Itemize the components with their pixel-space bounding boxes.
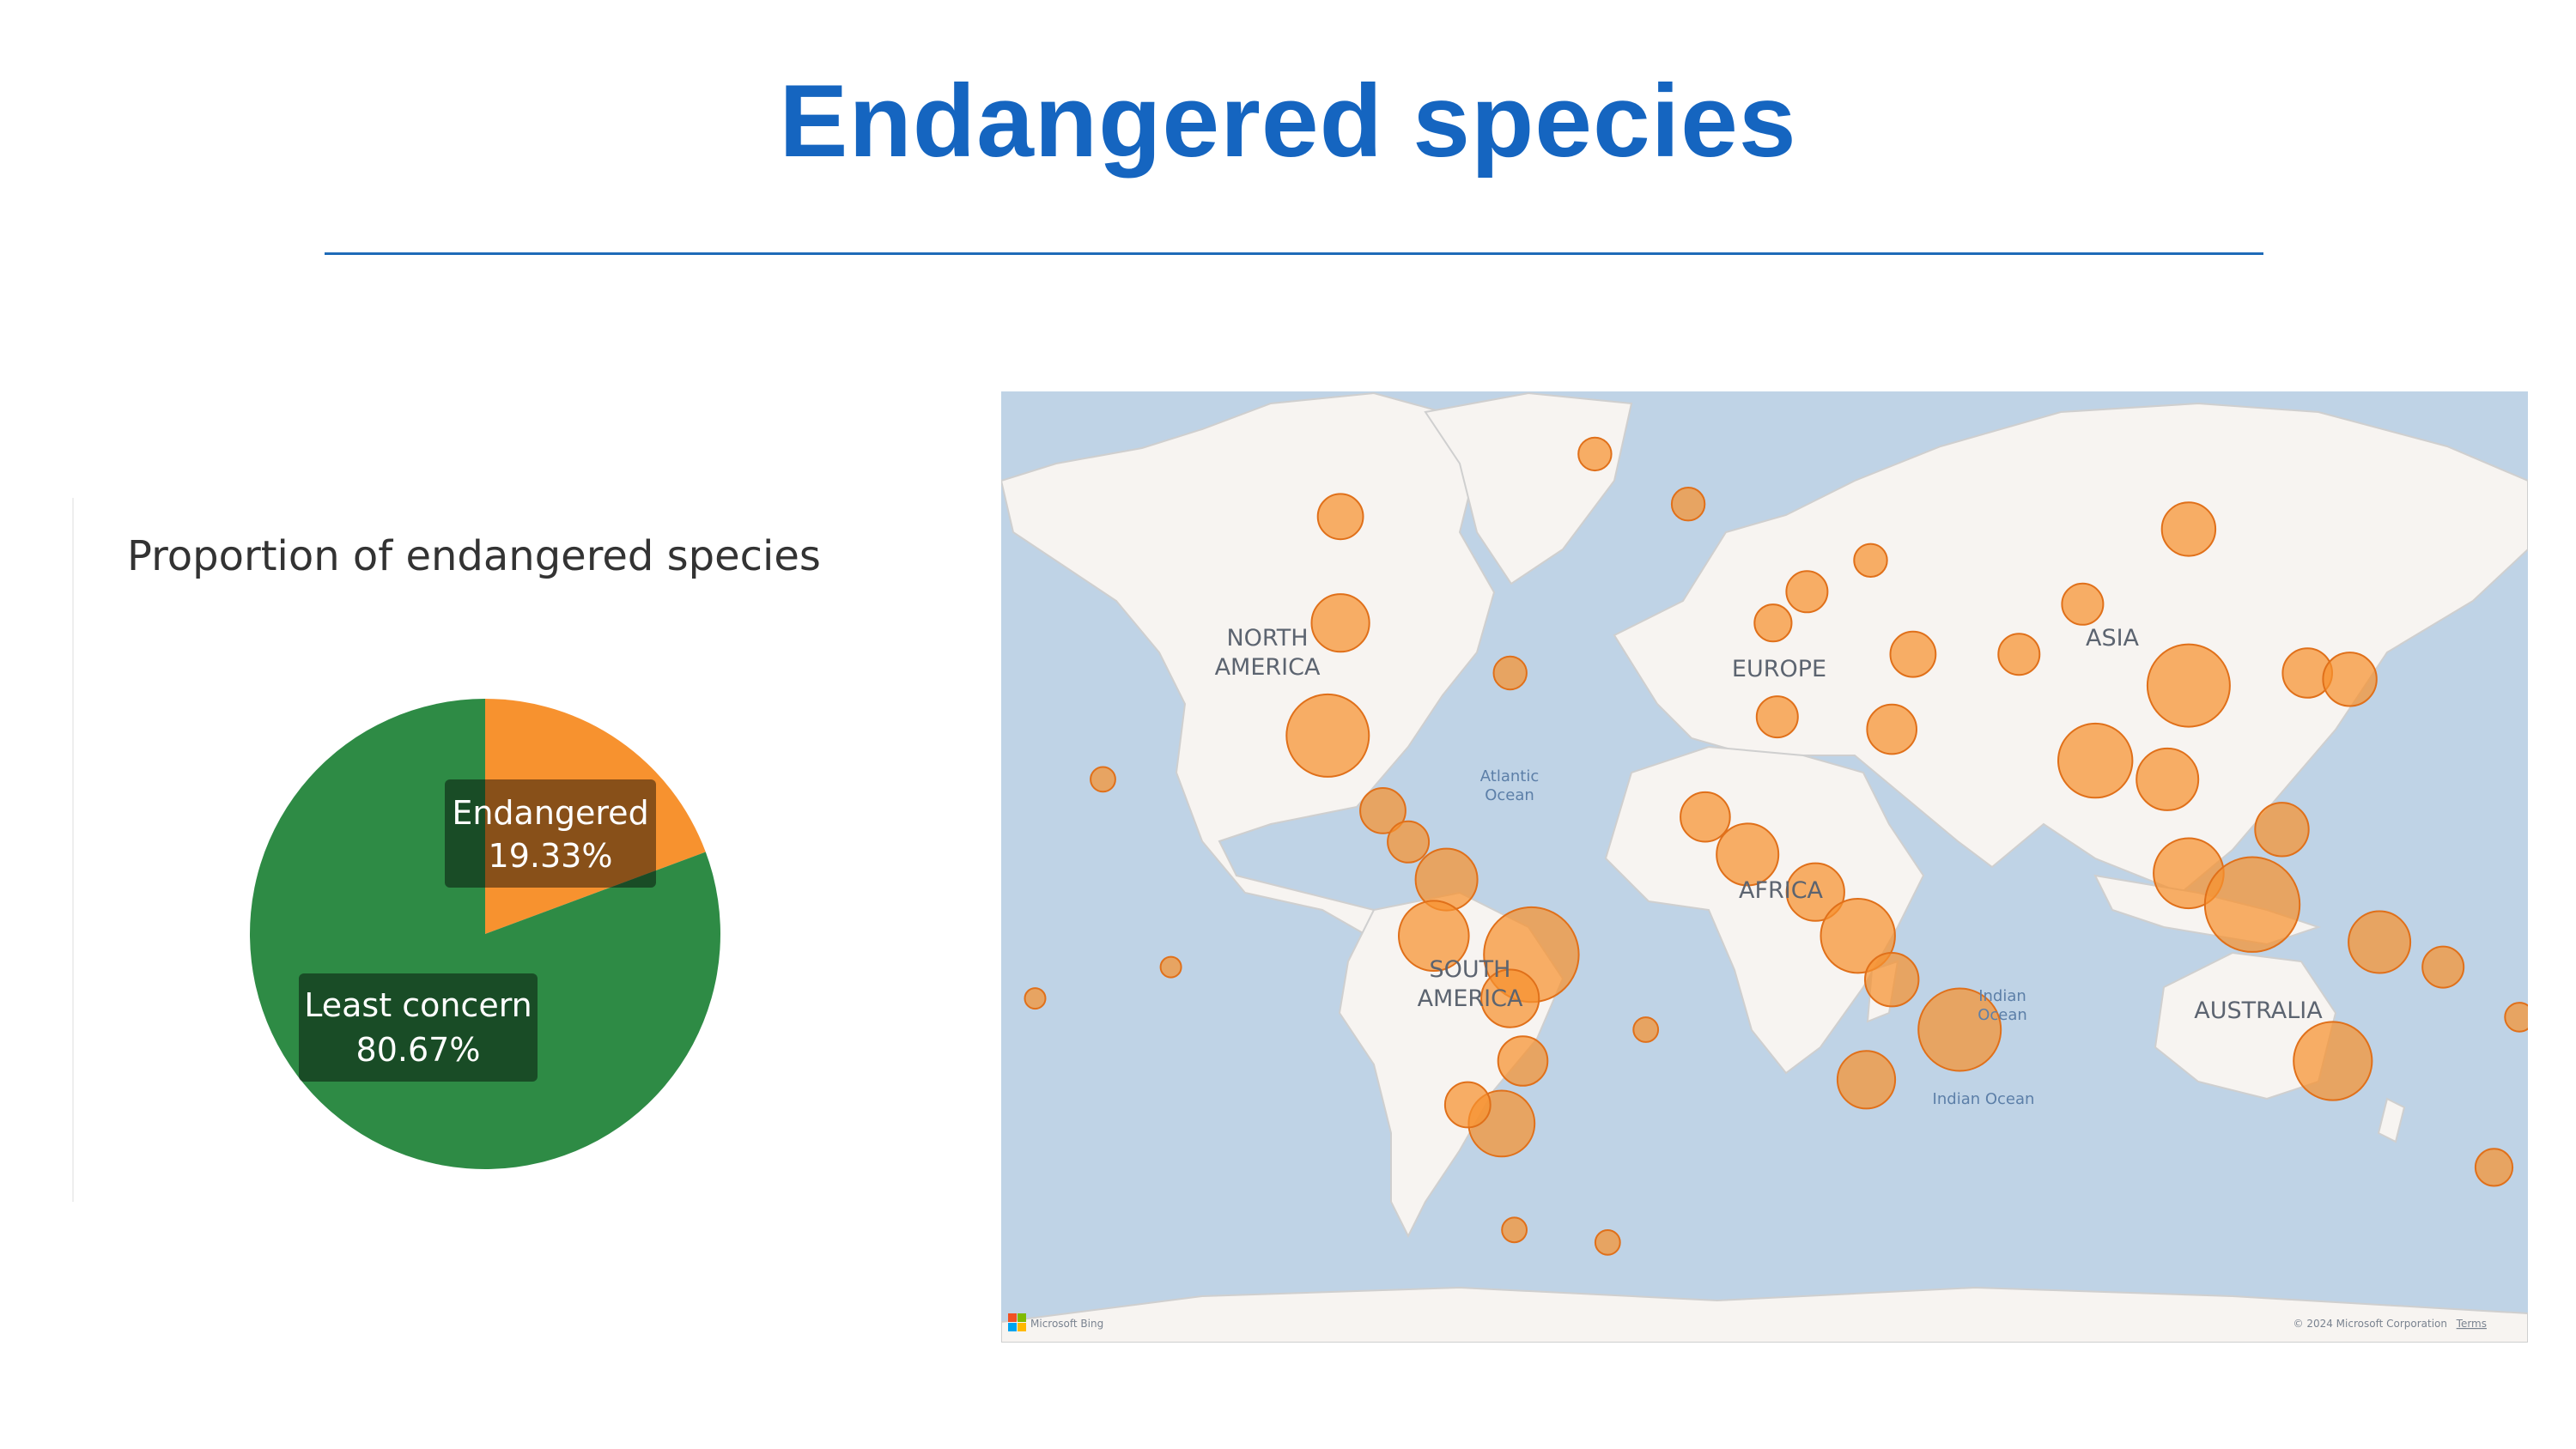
label-atlantic-ocean: Ocean [1485,786,1534,804]
label-indian: Indian [1978,987,2026,1005]
map-bubble[interactable] [2061,582,2105,626]
map-bubble[interactable] [2203,856,2301,953]
north-america-land [1001,391,1496,946]
map-bubble[interactable] [1159,955,1182,979]
bing-logo-icon-2 [1018,1313,1026,1322]
label-australia: AUSTRALIA [2194,997,2323,1024]
label-indian-ocean-2: Indian Ocean [1933,1090,2035,1108]
map-bubble[interactable] [1836,1050,1897,1110]
map-bubble[interactable] [2293,1021,2373,1101]
map-bubble[interactable] [1285,693,1370,778]
bing-logo-icon [1008,1313,1017,1322]
bing-logo-icon-4 [1018,1323,1026,1331]
map-bubble[interactable] [1492,655,1528,691]
page-title: Endangered species [779,64,1797,179]
map-bubble[interactable] [1310,593,1370,653]
least-concern-label[interactable]: Least concern [304,986,532,1024]
pie-chart: Endangered 19.33% Least concern 80.67% [250,699,720,1169]
map-bubble[interactable] [1577,436,1613,472]
map-bubble[interactable] [1866,703,1917,755]
map-bubble[interactable] [1359,787,1406,834]
map-bubble[interactable] [1716,822,1780,887]
map-labels: NORTH AMERICA SOUTH AMERICA EUROPE AFRIC… [1215,625,2324,1108]
map-terms-link[interactable]: Terms [2456,1318,2487,1330]
map-bubble[interactable] [1785,570,1829,614]
map-bubble[interactable] [1755,695,1799,739]
map-bubble[interactable] [2421,945,2465,989]
antarctica-land [1001,1286,2528,1343]
title-divider [325,252,2263,255]
map-bubble[interactable] [1753,603,1793,643]
new-zealand-land [2377,1097,2406,1143]
map-bubble[interactable] [1316,493,1364,541]
map-bubble[interactable] [2504,1002,2534,1033]
label-america-north: AMERICA [1215,654,1321,681]
map-bubble[interactable] [1785,862,1845,922]
greenland-land [1424,391,1633,585]
map-bubble[interactable] [1997,633,2041,676]
pie-slice-endangered[interactable] [485,699,706,934]
pie-chart-title: Proportion of endangered species [127,532,821,580]
map-bubble[interactable] [2146,643,2231,728]
map-bubble[interactable] [2136,747,2200,811]
map-bubble[interactable] [1480,968,1540,1028]
label-south: SOUTH [1430,956,1511,983]
map-bubble[interactable] [1501,1216,1528,1244]
map-bubble[interactable] [1853,543,1888,578]
pie-slices [250,699,720,1169]
map-bubble[interactable] [2160,501,2217,557]
map-attribution: Microsoft Bing © 2024 Microsoft Corporat… [1008,1313,2487,1331]
map-bubble[interactable] [2254,802,2310,858]
map-provider: Microsoft Bing [1030,1318,1103,1330]
map-bubble[interactable] [1670,487,1706,522]
least-concern-label-box [299,973,538,1082]
map-bubble[interactable] [1864,952,1920,1008]
map-bubbles[interactable] [1024,436,2534,1256]
map-bubble[interactable] [1497,1035,1549,1087]
map-bubble[interactable] [2348,910,2412,974]
label-america-south: AMERICA [1418,985,1523,1012]
map-copyright: © 2024 Microsoft Corporation [2293,1318,2447,1330]
map-bubble[interactable] [2474,1148,2514,1187]
map-bubble[interactable] [2322,652,2378,707]
label-asia: ASIA [2086,625,2140,652]
label-africa: AFRICA [1739,877,1824,904]
pie-panel-edge [72,498,74,1202]
label-europe: EUROPE [1732,656,1826,682]
map-bubble[interactable] [1632,1016,1660,1043]
map-bubble[interactable] [1889,630,1937,678]
endangered-label[interactable]: Endangered [452,794,648,832]
label-atlantic: Atlantic [1480,767,1539,785]
map-bubble[interactable] [1820,898,1896,974]
bing-logo-icon-3 [1008,1323,1017,1331]
map-bubble[interactable] [1398,900,1470,972]
map-bubble[interactable] [2057,722,2134,799]
map-bubble[interactable] [1594,1229,1621,1256]
eurasia-land [1613,402,2528,894]
least-concern-percent: 80.67% [356,1031,481,1069]
endangered-label-box [445,779,656,888]
map-bubble[interactable] [1443,1081,1492,1129]
label-indian-ocean-1: Ocean [1978,1006,2027,1024]
map-bubble[interactable] [1387,820,1431,864]
map-bubble[interactable] [1917,987,2002,1072]
pie-slice-least-concern[interactable] [250,699,720,1169]
map-bubble[interactable] [1024,987,1047,1010]
endangered-percent: 19.33% [489,837,613,875]
pie-labels: Endangered 19.33% Least concern 80.67% [299,779,656,1082]
map-bubble[interactable] [1680,791,1731,843]
label-north: NORTH [1226,625,1308,652]
map-bubble[interactable] [1090,766,1116,793]
